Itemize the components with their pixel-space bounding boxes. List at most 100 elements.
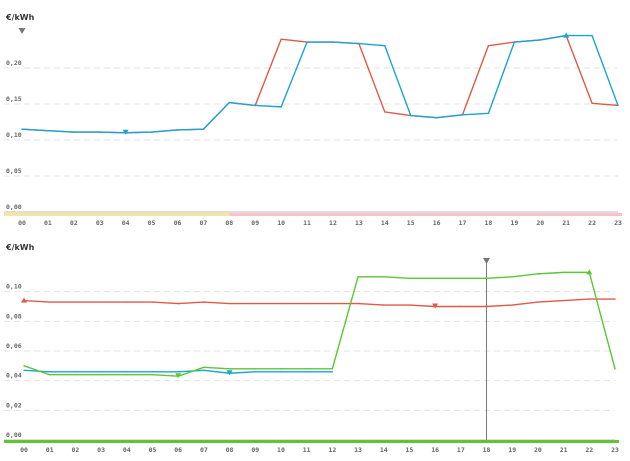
data-point <box>588 298 591 300</box>
data-point <box>384 111 386 113</box>
data-point <box>591 102 593 104</box>
x-tick-label: 14 <box>380 446 388 454</box>
x-tick-label: 17 <box>457 446 465 454</box>
y-axis-unit-label: €/kWh <box>5 243 35 252</box>
x-tick-label: 08 <box>225 219 233 227</box>
data-point <box>617 104 619 107</box>
max-price-marker <box>586 269 593 275</box>
x-tick-label: 02 <box>70 219 78 227</box>
data-point <box>280 368 282 370</box>
data-point <box>73 131 75 133</box>
series-line-0 <box>21 34 619 134</box>
data-point <box>460 277 462 280</box>
x-tick-label: 19 <box>510 219 518 227</box>
y-tick-label: 0,20 <box>6 59 22 67</box>
data-point <box>228 101 231 104</box>
data-point <box>151 371 154 373</box>
x-tick-label: 03 <box>96 219 104 227</box>
data-point <box>202 128 205 130</box>
x-tick-label: 12 <box>328 446 336 454</box>
x-tick-label: 16 <box>433 219 441 227</box>
x-tick-label: 18 <box>485 219 493 227</box>
data-point <box>151 301 154 303</box>
series-line-2 <box>23 271 616 377</box>
min-price-marker <box>432 303 439 309</box>
data-point <box>100 301 102 303</box>
x-tick-label: 01 <box>46 446 54 454</box>
data-point <box>126 374 128 376</box>
data-point <box>126 371 128 373</box>
data-point <box>99 131 101 133</box>
data-point <box>100 374 102 376</box>
x-tick-label: 06 <box>174 219 182 227</box>
x-tick-label: 10 <box>277 219 285 227</box>
y-tick-label: 0,02 <box>6 401 22 409</box>
data-point <box>332 41 334 43</box>
data-point <box>357 302 359 305</box>
min-price-marker <box>226 370 233 376</box>
min-price-marker <box>175 373 182 379</box>
x-tick-label: 06 <box>174 446 182 454</box>
x-tick-label: 22 <box>588 219 596 227</box>
price-level-band <box>4 440 619 443</box>
data-point <box>485 277 488 280</box>
x-tick-label: 11 <box>303 219 311 227</box>
x-tick-label: 00 <box>20 446 28 454</box>
x-tick-label: 07 <box>200 446 208 454</box>
x-tick-label: 20 <box>534 446 542 454</box>
data-point <box>48 301 51 303</box>
data-point <box>539 39 541 41</box>
data-point <box>254 371 256 373</box>
data-point <box>331 371 334 373</box>
current-hour-marker <box>483 258 491 264</box>
series-line-0 <box>23 298 615 308</box>
data-point <box>562 299 565 302</box>
x-tick-label: 21 <box>562 219 570 227</box>
data-point <box>305 368 308 370</box>
x-tick-label: 09 <box>251 219 259 227</box>
x-tick-label: 05 <box>148 219 156 227</box>
x-tick-label: 00 <box>18 219 26 227</box>
data-point <box>280 302 282 305</box>
data-point <box>74 371 77 373</box>
x-tick-label: 21 <box>560 446 568 454</box>
max-price-marker <box>21 297 27 303</box>
data-point <box>23 365 25 367</box>
data-point <box>100 371 102 373</box>
x-tick-label: 04 <box>122 219 130 227</box>
x-tick-label: 10 <box>277 446 285 454</box>
x-tick-label: 14 <box>381 219 389 227</box>
data-point <box>331 302 334 305</box>
data-point <box>228 368 231 370</box>
data-point <box>513 41 516 43</box>
y-tick-label: 0,10 <box>6 131 22 139</box>
top-price-chart: €/kWh 0,00 0,05 0,10 0,15 0,20 00 01 02 03 04 05 06 0… <box>4 13 622 227</box>
data-point <box>48 371 51 373</box>
data-point <box>562 271 565 274</box>
x-tick-label: 16 <box>431 446 439 454</box>
x-tick-label: 05 <box>149 446 157 454</box>
data-point <box>591 34 593 37</box>
x-tick-label: 09 <box>251 446 259 454</box>
x-tick-label: 17 <box>459 219 467 227</box>
bottom-price-chart: €/kWh 0,00 0,02 0,04 0,06 0,08 0,10 00 01 02 03 04 0… <box>4 243 619 454</box>
data-point <box>23 369 25 371</box>
data-point <box>254 104 256 107</box>
data-point <box>511 304 513 306</box>
x-tick-label: 13 <box>354 446 362 454</box>
price-level-band <box>229 213 622 216</box>
data-point <box>383 276 385 278</box>
data-point <box>487 44 490 47</box>
y-tick-label: 0,05 <box>6 167 22 175</box>
data-point <box>203 369 205 371</box>
data-point <box>48 374 51 376</box>
y-tick-label: 0,08 <box>6 312 22 320</box>
data-point <box>150 131 153 133</box>
x-tick-label: 18 <box>483 446 491 454</box>
data-point <box>358 42 360 45</box>
data-point <box>47 129 49 132</box>
x-tick-label: 07 <box>199 219 207 227</box>
data-point <box>254 368 256 370</box>
data-point <box>460 305 462 308</box>
